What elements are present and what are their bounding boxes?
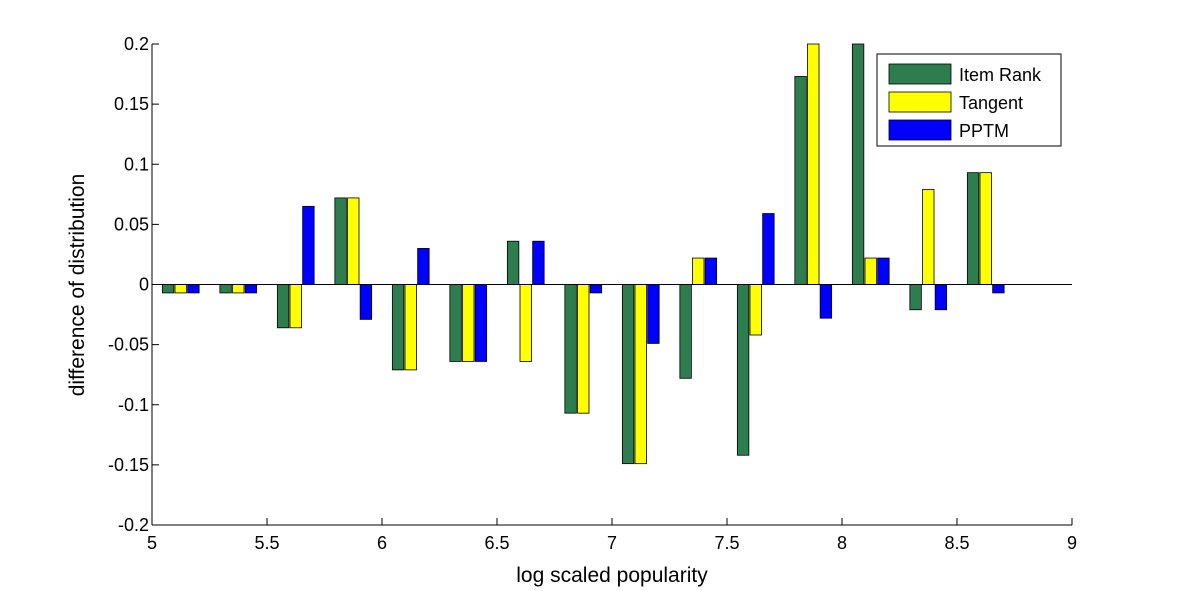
- bar-pptm: [704, 257, 718, 285]
- bar-tangent: [174, 284, 187, 294]
- y-tick-label: -0.15: [108, 455, 149, 475]
- bar-tangent: [634, 284, 647, 465]
- bar-tangent: [232, 284, 245, 294]
- y-tick-label: 0.05: [114, 214, 149, 234]
- y-tick-label: 0.1: [124, 154, 149, 174]
- bar-pptm: [589, 284, 603, 294]
- y-tick-label: 0: [139, 275, 149, 295]
- x-tick-label: 7: [607, 533, 617, 553]
- bar-tangent: [922, 189, 935, 285]
- x-tick-label: 6: [377, 533, 387, 553]
- x-axis-label: log scaled popularity: [516, 564, 708, 587]
- legend-swatch: [888, 63, 952, 85]
- legend-swatch: [888, 91, 952, 113]
- bar-tangent: [979, 172, 992, 285]
- bar-tangent: [807, 43, 820, 285]
- y-tick-label: 0.2: [124, 34, 149, 54]
- bar-pptm: [877, 257, 890, 285]
- bar-tangent: [347, 197, 360, 285]
- bar-item-rank: [621, 284, 635, 465]
- y-tick-label: -0.1: [118, 395, 149, 415]
- bar-pptm: [359, 284, 373, 320]
- bar-item-rank: [391, 284, 405, 371]
- bar-pptm: [417, 248, 430, 285]
- bar-item-rank: [794, 76, 807, 285]
- bar-pptm: [244, 284, 258, 294]
- x-tick-label: 5.5: [254, 533, 279, 553]
- bar-item-rank: [679, 284, 692, 379]
- bar-pptm: [819, 284, 833, 319]
- bar-tangent: [404, 284, 417, 371]
- y-tick-label: 0.15: [114, 94, 149, 114]
- bar-tangent: [864, 257, 877, 285]
- bar-item-rank: [449, 284, 462, 362]
- bar-pptm: [532, 240, 545, 285]
- bar-tangent: [462, 284, 475, 362]
- axes: 5 5.5 6 6.5 7 7.5 8 8.5 9 -0.2 -0.15 -0.1 -0.05 0 0.05…: [108, 34, 1077, 553]
- bar-pptm: [992, 284, 1005, 294]
- legend-entry-label: Item Rank: [959, 65, 1042, 85]
- legend: Item Rank Tangent PPTM: [876, 53, 1062, 147]
- bar-pptm: [187, 284, 200, 294]
- bar-pptm: [762, 213, 775, 285]
- bar-pptm: [474, 284, 488, 362]
- bar-item-rank: [219, 284, 232, 294]
- legend-entry-label: PPTM: [959, 121, 1009, 141]
- bar-tangent: [289, 284, 302, 329]
- bar-pptm: [647, 284, 660, 344]
- x-tick-label: 8: [837, 533, 847, 553]
- bar-item-rank: [966, 172, 980, 285]
- bar-tangent: [749, 284, 762, 336]
- bar-tangent: [692, 257, 705, 285]
- x-tick-label: 8.5: [944, 533, 969, 553]
- bar-item-rank: [506, 240, 520, 285]
- x-tick-label: 7.5: [714, 533, 739, 553]
- bar-item-rank: [161, 284, 175, 294]
- legend-entry-label: Tangent: [959, 93, 1023, 113]
- bar-pptm: [302, 205, 315, 285]
- y-axis-label: difference of distribution: [66, 174, 89, 397]
- y-tick-label: -0.05: [108, 335, 149, 355]
- bar-item-rank: [564, 284, 577, 414]
- bar-tangent: [519, 284, 532, 362]
- x-tick-label: 6.5: [484, 533, 509, 553]
- bar-tangent: [577, 284, 590, 414]
- x-tick-label: 5: [147, 533, 157, 553]
- y-tick-label: -0.2: [118, 515, 149, 535]
- bar-item-rank: [334, 197, 347, 285]
- bar-pptm: [934, 284, 948, 311]
- legend-swatch: [888, 119, 952, 141]
- bar-item-rank: [736, 284, 750, 456]
- bar-item-rank: [276, 284, 290, 329]
- bar-item-rank: [909, 284, 922, 311]
- bar-item-rank: [851, 43, 865, 285]
- x-tick-label: 9: [1067, 533, 1077, 553]
